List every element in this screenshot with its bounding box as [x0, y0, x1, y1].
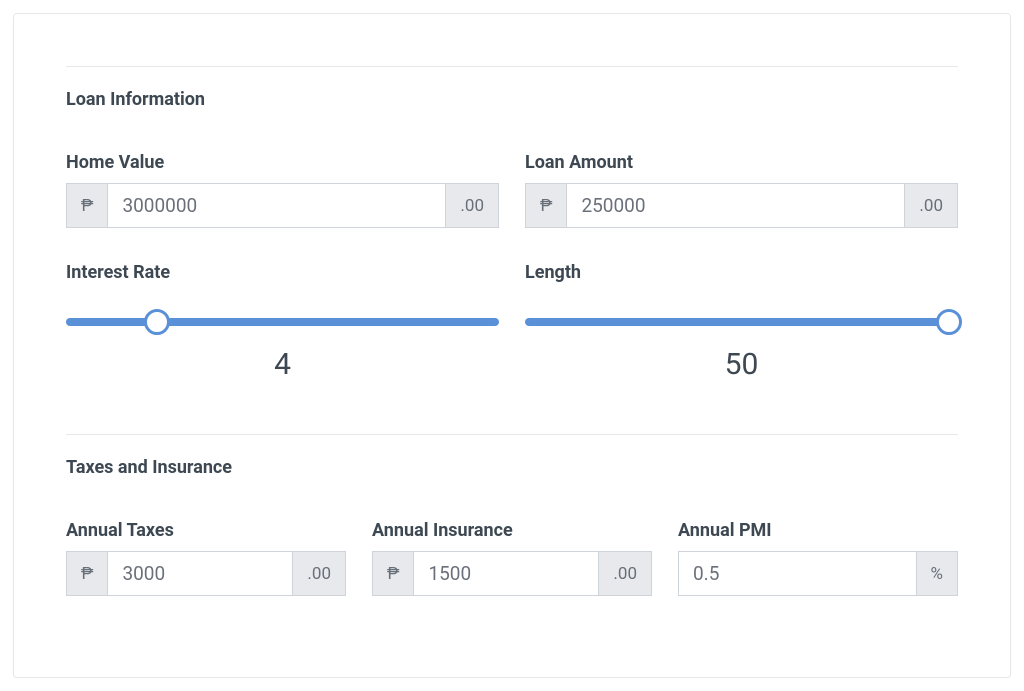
length-label: Length: [525, 262, 958, 283]
loan-amount-field: Loan Amount ₱ .00: [525, 152, 958, 228]
decimal-suffix: .00: [292, 552, 345, 595]
slider-bar: [525, 318, 958, 326]
annual-taxes-label: Annual Taxes: [66, 520, 346, 541]
slider-bar: [66, 318, 499, 326]
interest-rate-thumb[interactable]: [144, 309, 170, 335]
annual-insurance-field: Annual Insurance ₱ .00: [372, 520, 652, 596]
annual-taxes-field: Annual Taxes ₱ .00: [66, 520, 346, 596]
annual-pmi-field: Annual PMI %: [678, 520, 958, 596]
decimal-suffix: .00: [598, 552, 651, 595]
length-field: Length 50: [525, 262, 958, 382]
loan-sliders-row: Interest Rate 4 Length 50: [66, 262, 958, 382]
loan-amount-input[interactable]: [567, 184, 904, 227]
taxes-inputs-row: Annual Taxes ₱ .00 Annual Insurance ₱ .0…: [66, 520, 958, 596]
section-title-taxes: Taxes and Insurance: [66, 457, 958, 478]
annual-taxes-input[interactable]: [108, 552, 292, 595]
annual-insurance-input-group: ₱ .00: [372, 551, 652, 596]
home-value-label: Home Value: [66, 152, 499, 173]
percent-icon: %: [916, 552, 957, 595]
section-title-loan: Loan Information: [66, 89, 958, 110]
interest-rate-field: Interest Rate 4: [66, 262, 499, 382]
peso-icon: ₱: [67, 552, 108, 595]
annual-taxes-input-group: ₱ .00: [66, 551, 346, 596]
divider: [66, 434, 958, 435]
length-slider[interactable]: [525, 309, 958, 335]
interest-rate-value: 4: [66, 347, 499, 382]
annual-pmi-input[interactable]: [679, 552, 916, 595]
loan-inputs-row: Home Value ₱ .00 Loan Amount ₱ .00: [66, 152, 958, 228]
interest-rate-slider[interactable]: [66, 309, 499, 335]
interest-rate-label: Interest Rate: [66, 262, 499, 283]
annual-insurance-label: Annual Insurance: [372, 520, 652, 541]
length-value: 50: [525, 347, 958, 382]
peso-icon: ₱: [373, 552, 414, 595]
home-value-input-group: ₱ .00: [66, 183, 499, 228]
home-value-input[interactable]: [108, 184, 445, 227]
annual-pmi-label: Annual PMI: [678, 520, 958, 541]
annual-insurance-input[interactable]: [414, 552, 598, 595]
divider: [66, 66, 958, 67]
peso-icon: ₱: [67, 184, 108, 227]
decimal-suffix: .00: [904, 184, 957, 227]
decimal-suffix: .00: [445, 184, 498, 227]
length-thumb[interactable]: [936, 309, 962, 335]
peso-icon: ₱: [526, 184, 567, 227]
loan-calculator-panel: Loan Information Home Value ₱ .00 Loan A…: [13, 13, 1011, 678]
loan-amount-label: Loan Amount: [525, 152, 958, 173]
home-value-field: Home Value ₱ .00: [66, 152, 499, 228]
loan-amount-input-group: ₱ .00: [525, 183, 958, 228]
annual-pmi-input-group: %: [678, 551, 958, 596]
